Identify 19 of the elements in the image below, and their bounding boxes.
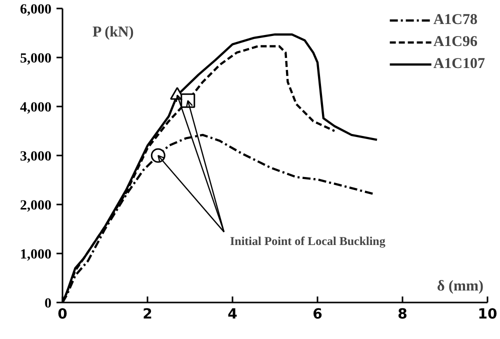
y-tick-label: 3,000 bbox=[20, 150, 52, 164]
y-tick-label: 2,000 bbox=[20, 198, 52, 214]
y-axis-title: P (kN) bbox=[92, 24, 134, 40]
y-tick-label: 4,000 bbox=[20, 100, 52, 116]
y-tick-label: 0 bbox=[44, 296, 52, 312]
annotation: Initial Point of Local Buckling bbox=[230, 234, 386, 248]
x-tick-label: 2 bbox=[142, 306, 152, 322]
x-tick-label: 6 bbox=[312, 306, 322, 322]
x-tick-label: 10 bbox=[478, 306, 498, 322]
legend-label: A1C96 bbox=[433, 34, 478, 50]
y-tick-label: 5,000 bbox=[20, 52, 52, 66]
x-tick-label: 0 bbox=[58, 306, 68, 322]
y-tick-label: 1,000 bbox=[20, 248, 52, 262]
legend-label: A1C107 bbox=[433, 56, 485, 72]
x-axis-title: δ (mm) bbox=[436, 278, 484, 294]
x-tick-label: 8 bbox=[398, 306, 408, 322]
y-tick-label: 6,000 bbox=[20, 2, 52, 18]
legend-label: A1C78 bbox=[433, 12, 478, 28]
x-tick-label: 4 bbox=[228, 306, 238, 322]
